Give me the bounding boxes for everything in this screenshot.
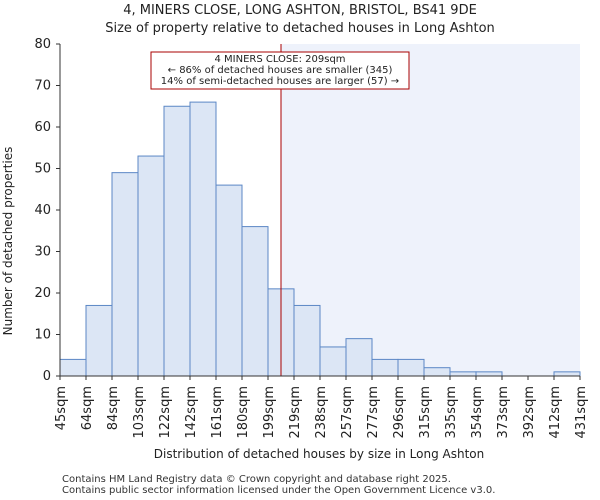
- y-tick-label-80: 80: [34, 37, 51, 52]
- bar-142sqm: [189, 101, 217, 377]
- y-tick-label-50: 50: [34, 162, 51, 177]
- y-tick-label-40: 40: [34, 203, 51, 218]
- x-tick-label-335sqm: 335sqm: [444, 386, 459, 439]
- x-tick-label-257sqm: 257sqm: [340, 386, 355, 439]
- x-tick-label-238sqm: 238sqm: [314, 386, 329, 439]
- bar-354sqm: [475, 371, 503, 377]
- annotation-line-2: ← 86% of detached houses are smaller (34…: [168, 65, 393, 76]
- x-tick-label-142sqm: 142sqm: [184, 386, 199, 439]
- y-axis-label: Number of detached properties: [1, 147, 15, 336]
- bar-219sqm: [293, 304, 321, 377]
- chart-subtitle: Size of property relative to detached ho…: [105, 21, 495, 36]
- x-tick-label-277sqm: 277sqm: [366, 386, 381, 439]
- x-tick-label-84sqm: 84sqm: [106, 386, 121, 430]
- y-tick-label-70: 70: [34, 79, 51, 94]
- bar-412sqm: [553, 371, 581, 377]
- x-tick-label-45sqm: 45sqm: [54, 386, 69, 430]
- annotation-border: [150, 51, 410, 90]
- x-tick-label-296sqm: 296sqm: [392, 386, 407, 439]
- bars-group: [59, 101, 581, 377]
- bar-84sqm: [111, 172, 139, 377]
- x-tick-label-103sqm: 103sqm: [132, 386, 147, 439]
- x-tick-label-180sqm: 180sqm: [236, 386, 251, 439]
- x-tick-label-161sqm: 161sqm: [210, 386, 225, 439]
- x-tick-label-219sqm: 219sqm: [288, 386, 303, 439]
- x-tick-label-354sqm: 354sqm: [470, 386, 485, 439]
- y-tick-label-10: 10: [34, 328, 51, 343]
- bar-257sqm: [345, 338, 373, 377]
- y-tick-label-0: 0: [43, 369, 51, 384]
- bar-64sqm: [85, 304, 113, 377]
- highlight-region: [281, 44, 580, 376]
- annotation-box: 4 MINERS CLOSE: 209sqm ← 86% of detached…: [150, 51, 410, 90]
- x-tick-label-431sqm: 431sqm: [574, 386, 589, 439]
- chart-title: 4, MINERS CLOSE, LONG ASHTON, BRISTOL, B…: [123, 3, 477, 18]
- axes-group: 0 10 20 30 40 50 60 70 80 45sqm 64sqm 84sqm 103sqm 12…: [34, 37, 589, 439]
- x-tick-label-373sqm: 373sqm: [496, 386, 511, 439]
- x-tick-label-199sqm: 199sqm: [262, 386, 277, 439]
- x-axis-label: Distribution of detached houses by size …: [154, 447, 484, 461]
- bar-180sqm: [241, 226, 269, 377]
- bar-315sqm: [423, 367, 451, 377]
- bar-161sqm: [215, 184, 243, 377]
- x-tick-label-122sqm: 122sqm: [158, 386, 173, 439]
- x-tick-label-315sqm: 315sqm: [418, 386, 433, 439]
- bar-103sqm: [137, 155, 165, 377]
- y-tick-label-30: 30: [34, 245, 51, 260]
- bar-335sqm: [449, 371, 477, 377]
- footer-line-2: Contains public sector information licen…: [62, 485, 496, 496]
- bar-238sqm: [319, 346, 347, 377]
- x-tick-label-64sqm: 64sqm: [80, 386, 95, 430]
- y-tick-label-20: 20: [34, 286, 51, 301]
- annotation-line-3: 14% of semi-detached houses are larger (…: [161, 76, 399, 87]
- bar-45sqm: [59, 358, 87, 377]
- bar-277sqm: [371, 358, 399, 377]
- bar-296sqm: [397, 358, 425, 377]
- y-tick-label-60: 60: [34, 120, 51, 135]
- footer-line-1: Contains HM Land Registry data © Crown c…: [62, 474, 451, 485]
- x-tick-label-412sqm: 412sqm: [548, 386, 563, 439]
- x-tick-label-392sqm: 392sqm: [522, 386, 537, 439]
- annotation-line-1: 4 MINERS CLOSE: 209sqm: [214, 54, 345, 65]
- bar-122sqm: [163, 105, 191, 377]
